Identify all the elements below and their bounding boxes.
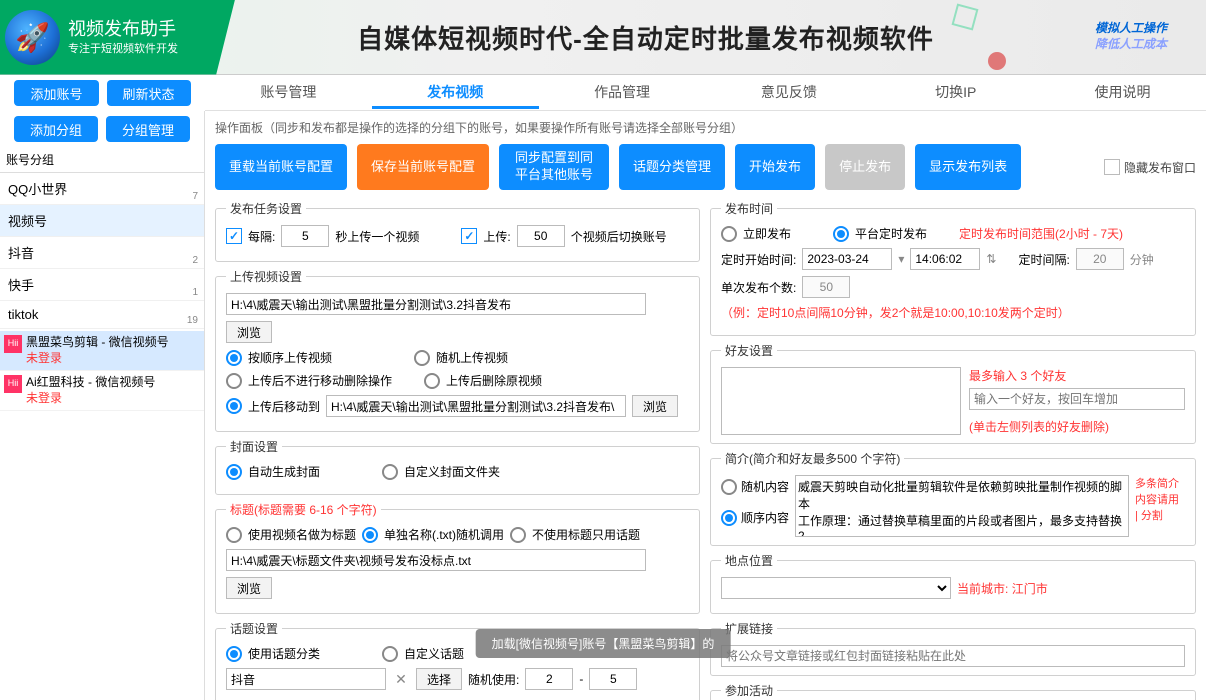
platform-item[interactable]: 抖音2: [0, 237, 204, 269]
time-interval-input: [1076, 248, 1124, 270]
friend-list-box[interactable]: [721, 367, 961, 435]
content-panel: 操作面板（同步和发布都是操作的选择的分组下的账号，如果要操作所有账号请选择全部账…: [205, 111, 1206, 700]
topic-from-input[interactable]: [525, 668, 573, 690]
topic-custom-radio[interactable]: [382, 646, 398, 662]
browse-upload-button[interactable]: 浏览: [226, 321, 272, 343]
title-path-input[interactable]: [226, 549, 646, 571]
intro-order-radio[interactable]: [721, 510, 737, 526]
topic-to-input[interactable]: [589, 668, 637, 690]
upload-path-input[interactable]: [226, 293, 646, 315]
title-txt-radio[interactable]: [362, 527, 378, 543]
tab-5[interactable]: 使用说明: [1039, 75, 1206, 109]
upload-count-checkbox[interactable]: [461, 228, 477, 244]
sidebar: 添加分组 分组管理 账号分组 QQ小世界7视频号抖音2快手1tiktok19 H…: [0, 111, 205, 700]
location-settings-group: 地点位置 当前城市: 江门市: [710, 552, 1196, 614]
tab-0[interactable]: 账号管理: [205, 75, 372, 109]
sidebar-header: 账号分组: [0, 147, 204, 173]
add-group-button[interactable]: 添加分组: [14, 116, 98, 142]
browse-title-button[interactable]: 浏览: [226, 577, 272, 599]
move-after-radio[interactable]: [226, 398, 242, 414]
platform-item[interactable]: QQ小世界7: [0, 173, 204, 205]
random-upload-radio[interactable]: [414, 350, 430, 366]
app-title: 视频发布助手: [68, 17, 178, 42]
tab-3[interactable]: 意见反馈: [705, 75, 872, 109]
title-video-radio[interactable]: [226, 527, 242, 543]
tab-1[interactable]: 发布视频: [372, 75, 539, 109]
panel-description: 操作面板（同步和发布都是操作的选择的分组下的账号，如果要操作所有账号请选择全部账…: [215, 115, 1196, 144]
sync-config-button[interactable]: 同步配置到同 平台其他账号: [499, 144, 609, 190]
link-settings-group: 扩展链接: [710, 620, 1196, 676]
publish-schedule-radio[interactable]: [833, 226, 849, 242]
add-account-button[interactable]: 添加账号: [14, 80, 98, 106]
tab-2[interactable]: 作品管理: [539, 75, 706, 109]
time-settings-group: 发布时间 立即发布 平台定时发布 定时发布时间范围(2小时 - 7天) 定时开始…: [710, 200, 1196, 336]
friend-input[interactable]: [969, 388, 1185, 410]
interval-input[interactable]: [281, 225, 329, 247]
title-topic-radio[interactable]: [510, 527, 526, 543]
location-select[interactable]: [721, 577, 951, 599]
start-publish-button[interactable]: 开始发布: [735, 144, 815, 190]
topic-category-radio[interactable]: [226, 646, 242, 662]
cover-settings-group: 封面设置 自动生成封面 自定义封面文件夹: [215, 438, 700, 495]
custom-cover-radio[interactable]: [382, 464, 398, 480]
platform-item[interactable]: 视频号: [0, 205, 204, 237]
refresh-status-button[interactable]: 刷新状态: [107, 80, 191, 106]
app-banner: 🚀 视频发布助手 专注于短视频软件开发 自媒体短视频时代-全自动定时批量发布视频…: [0, 0, 1206, 75]
rocket-icon: 🚀: [5, 10, 60, 65]
tab-4[interactable]: 切换IP: [872, 75, 1039, 109]
select-topic-button[interactable]: 选择: [416, 668, 462, 690]
intro-random-radio[interactable]: [721, 479, 737, 495]
hide-window-checkbox[interactable]: 隐藏发布窗口: [1104, 159, 1196, 176]
date-input[interactable]: [802, 248, 892, 270]
main-tabs: 账号管理发布视频作品管理意见反馈切换IP使用说明: [205, 75, 1206, 111]
topic-category-button[interactable]: 话题分类管理: [619, 144, 725, 190]
reload-config-button[interactable]: 重载当前账号配置: [215, 144, 347, 190]
no-delete-radio[interactable]: [226, 373, 242, 389]
intro-settings-group: 简介(简介和好友最多500 个字符) 随机内容 顺序内容 威震天剪映自动化批量剪…: [710, 450, 1196, 546]
platform-item[interactable]: 快手1: [0, 269, 204, 301]
stop-publish-button[interactable]: 停止发布: [825, 144, 905, 190]
upload-count-input[interactable]: [517, 225, 565, 247]
show-publish-list-button[interactable]: 显示发布列表: [915, 144, 1021, 190]
platform-item[interactable]: tiktok19: [0, 301, 204, 329]
upload-settings-group: 上传视频设置 浏览 按顺序上传视频 随机上传视频 上传后不进行移动删除操作 上传…: [215, 268, 700, 432]
move-path-input[interactable]: [326, 395, 626, 417]
task-settings-group: 发布任务设置 每隔: 秒上传一个视频 上传: 个视频后切换账号: [215, 200, 700, 262]
banner-right-slogan: 模拟人工操作 降低人工成本: [1056, 21, 1206, 52]
delete-src-radio[interactable]: [424, 373, 440, 389]
link-input[interactable]: [721, 645, 1185, 667]
time-input[interactable]: [910, 248, 980, 270]
account-icon: Hii: [4, 335, 22, 353]
title-settings-group: 标题(标题需要 6-16 个字符) 使用视频名做为标题 单独名称(.txt)随机…: [215, 501, 700, 614]
account-icon: Hii: [4, 375, 22, 393]
publish-now-radio[interactable]: [721, 226, 737, 242]
banner-slogan: 自媒体短视频时代-全自动定时批量发布视频软件: [235, 19, 1056, 56]
app-subtitle: 专注于短视频软件开发: [68, 42, 178, 57]
group-manage-button[interactable]: 分组管理: [106, 116, 190, 142]
order-upload-radio[interactable]: [226, 350, 242, 366]
account-item[interactable]: Hii黑盟菜鸟剪辑 - 微信视频号未登录: [0, 331, 204, 371]
save-config-button[interactable]: 保存当前账号配置: [357, 144, 489, 190]
deco-circle-icon: [988, 52, 1006, 70]
topic-platform-input[interactable]: [226, 668, 386, 690]
publish-count-input: [802, 276, 850, 298]
intro-textarea[interactable]: 威震天剪映自动化批量剪辑软件是依赖剪映批量制作视频的脚本 工作原理：通过替换草稿…: [795, 475, 1129, 537]
interval-checkbox[interactable]: [226, 228, 242, 244]
browse-move-button[interactable]: 浏览: [632, 395, 678, 417]
banner-logo-area: 🚀 视频发布助手 专注于短视频软件开发: [0, 0, 235, 75]
loading-toast: 加载[微信视频号]账号【黑盟菜鸟剪辑】的: [476, 629, 731, 658]
clear-topic-icon[interactable]: ✕: [392, 670, 410, 688]
account-item[interactable]: HiiAi红盟科技 - 微信视频号未登录: [0, 371, 204, 411]
friend-settings-group: 好友设置 最多输入 3 个好友 (单击左侧列表的好友删除): [710, 342, 1196, 444]
auto-cover-radio[interactable]: [226, 464, 242, 480]
activity-settings-group: 参加活动: [710, 682, 1196, 700]
